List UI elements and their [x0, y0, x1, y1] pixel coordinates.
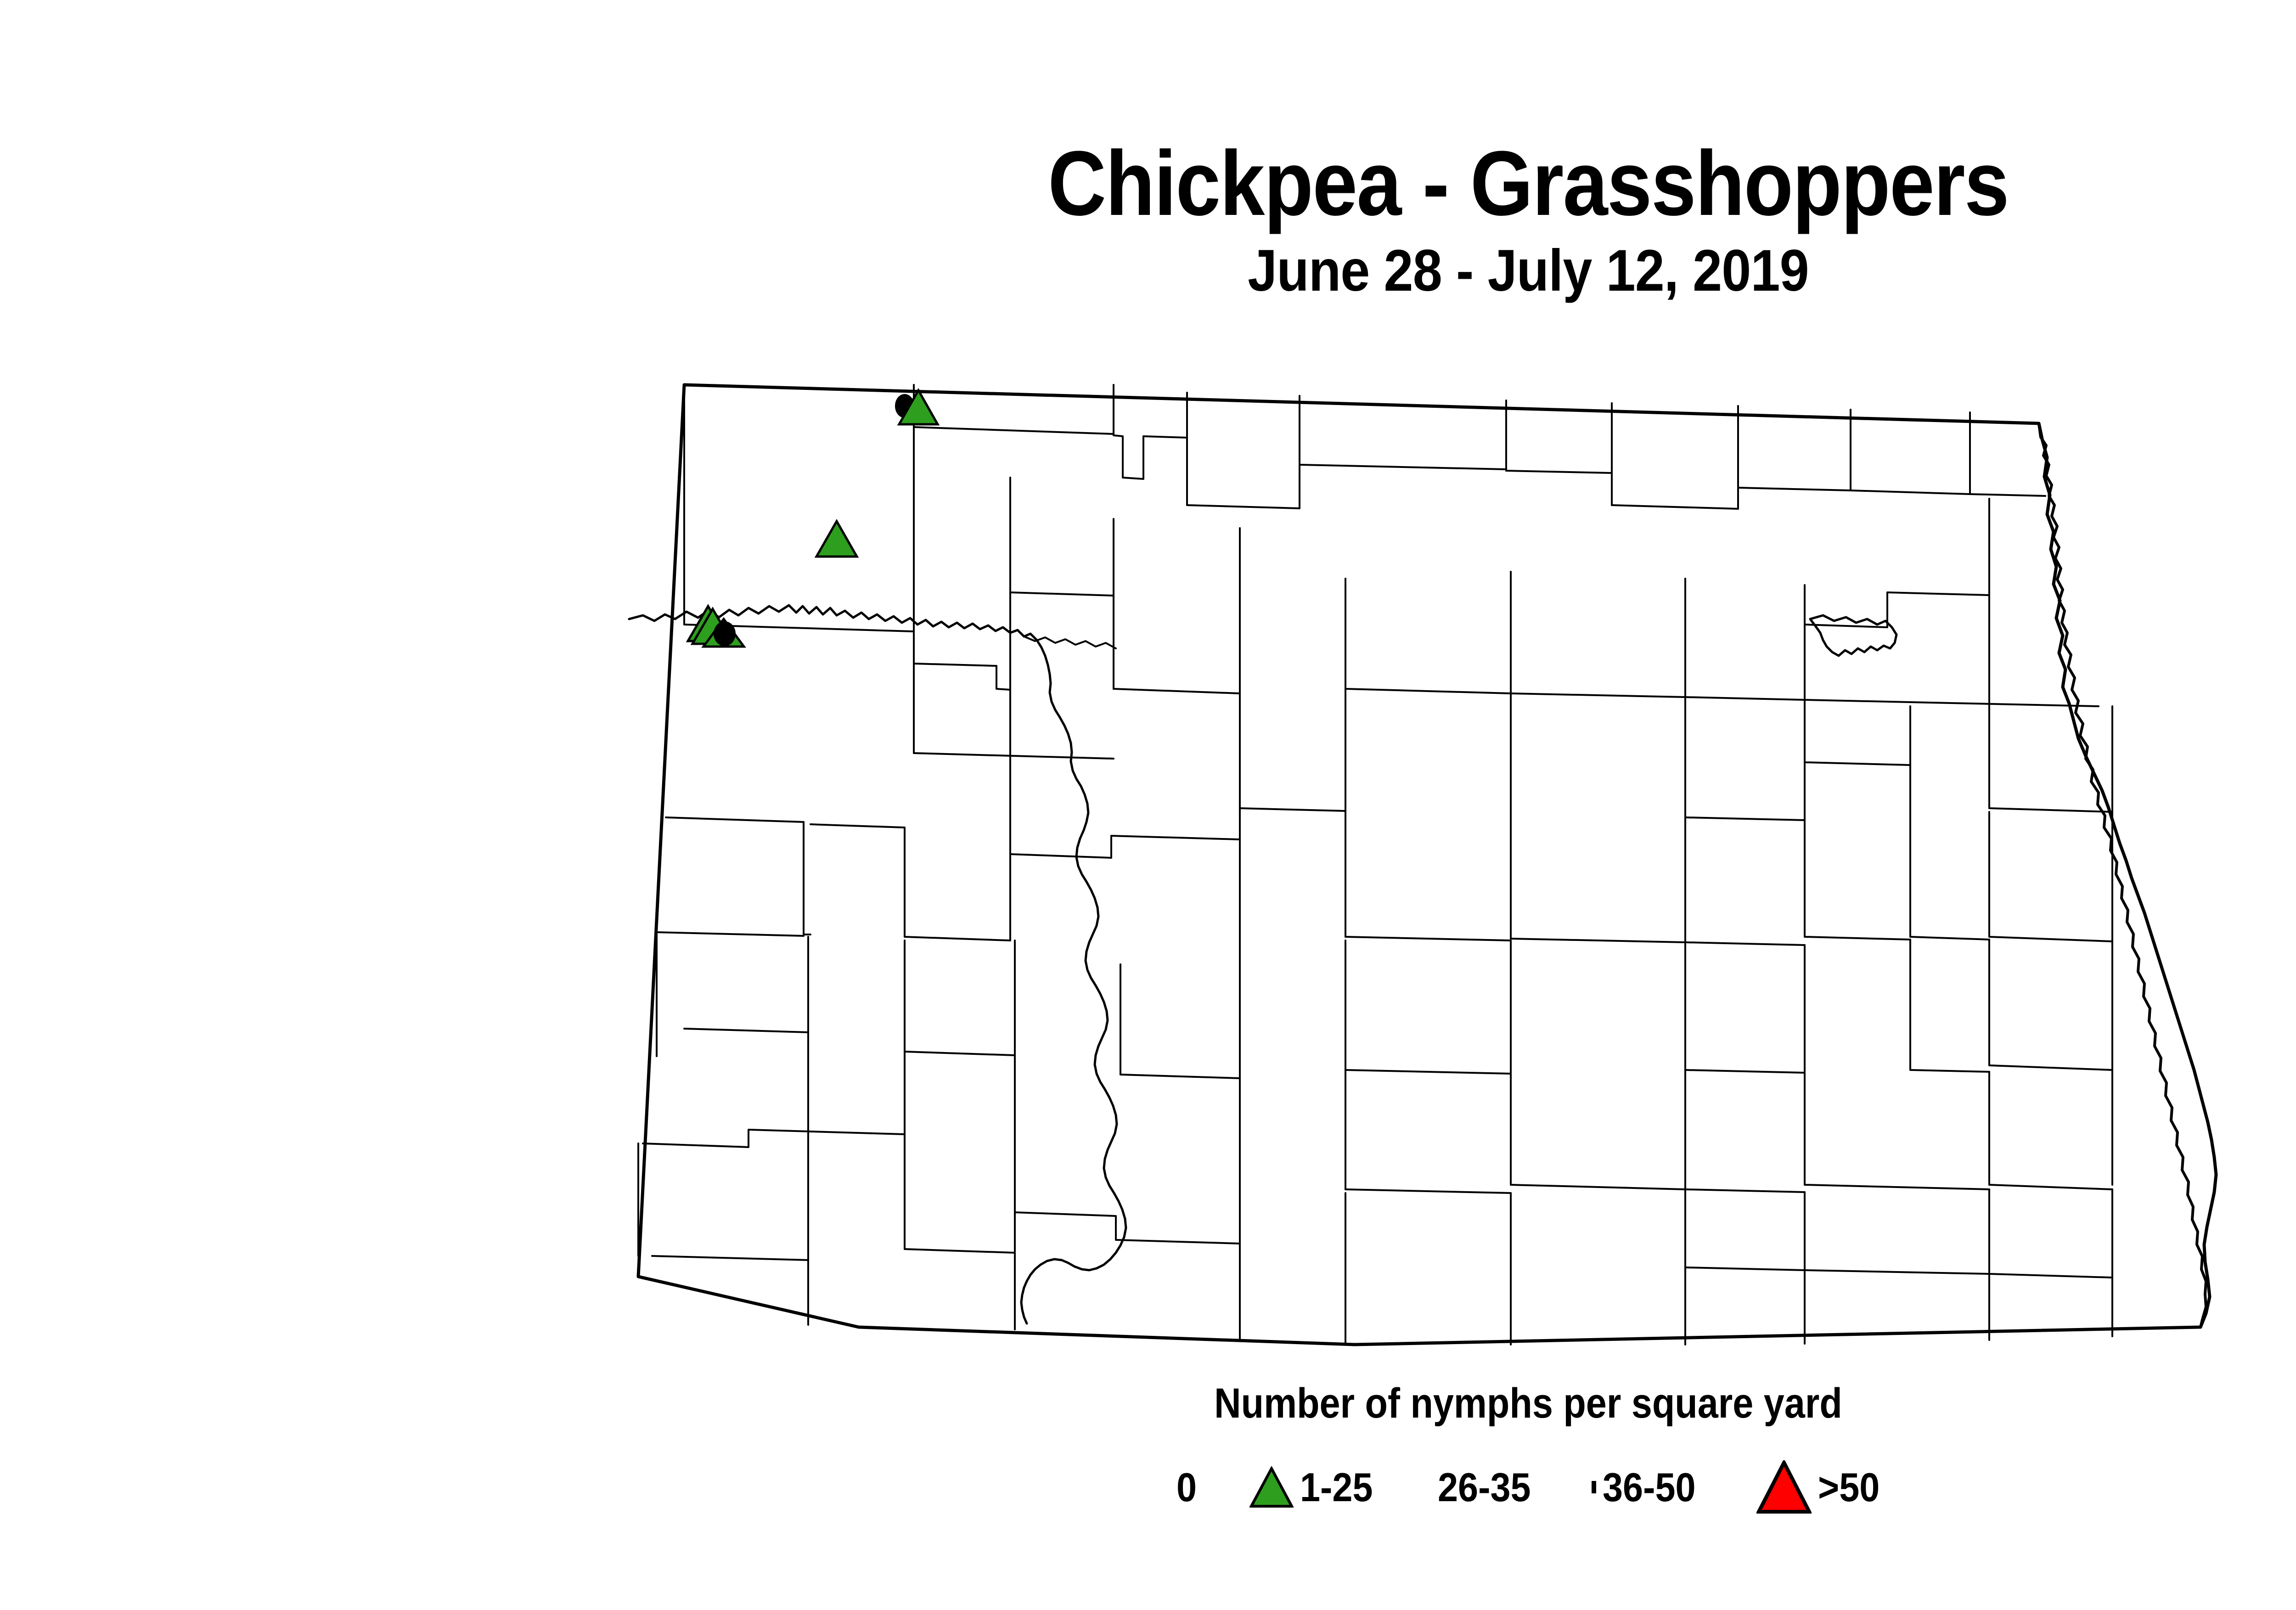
county-line-v18	[1684, 1069, 1806, 1074]
county-line-n18	[1969, 493, 2046, 497]
red-triangle-icon	[1756, 1460, 1812, 1514]
county-line-n8	[1299, 464, 1507, 470]
marker-dot-0	[714, 621, 736, 646]
legend-label: 26-35	[1437, 1464, 1531, 1510]
county-line-x19	[1804, 1184, 1990, 1190]
county-line-s16	[1684, 696, 1806, 701]
county-line-f16	[1909, 936, 1990, 940]
county-line-t7	[1684, 816, 1806, 821]
county-line-x16	[1510, 1184, 1686, 1190]
north-dakota-county-map	[611, 367, 2255, 1368]
missouri-river	[628, 604, 1127, 1325]
county-line-f3	[810, 823, 906, 828]
county-line-f17	[1988, 936, 2113, 942]
county-line-s4	[1009, 591, 1114, 597]
marker-triangle-1-25	[897, 388, 940, 426]
county-line-v23	[1988, 1064, 2113, 1071]
county-line-x18	[1684, 1188, 1806, 1193]
green-triangle-icon	[1249, 1466, 1294, 1509]
county-line-v2	[683, 1028, 809, 1033]
county-line-x1	[642, 1129, 906, 1148]
county-line-n16	[1850, 490, 1971, 495]
legend-item-26-35[interactable]: 26-35	[1431, 1467, 1541, 1508]
page-title: Chickpea - Grasshoppers	[1048, 132, 2009, 235]
data-markers	[686, 388, 940, 648]
county-line-v6	[904, 1051, 1016, 1056]
legend-item-36-50[interactable]: 36-50	[1591, 1464, 1706, 1510]
county-line-s21	[1804, 699, 2099, 707]
red-river-border	[2037, 422, 2207, 1329]
county-line-s14	[1510, 692, 1686, 698]
county-line-s8	[1113, 688, 1241, 694]
county-line-n3	[913, 426, 1114, 435]
county-line-f15	[1804, 936, 1911, 940]
county-line-x9	[904, 1248, 1016, 1254]
lake-sakakawea	[1023, 636, 1117, 649]
county-line-v14	[1345, 1069, 1512, 1075]
county-line-f14	[1684, 941, 1806, 946]
county-line-s12	[1345, 688, 1512, 694]
legend-item-1-25[interactable]: 1-25	[1249, 1466, 1381, 1509]
county-line-x26	[1684, 1267, 1806, 1271]
county-line-f12	[1510, 938, 1686, 943]
legend-label: 1-25	[1300, 1464, 1373, 1510]
legend-label: 0	[1176, 1464, 1197, 1510]
yellow-square-icon	[1591, 1481, 1596, 1493]
county-line-n10	[1505, 470, 1613, 474]
county-line-x15	[1345, 1188, 1512, 1194]
legend-label: >50	[1818, 1464, 1880, 1510]
devils-lake	[1809, 614, 1898, 657]
county-line-s2	[913, 663, 1011, 691]
county-line-n4	[1113, 384, 1188, 480]
legend-item-gt-50[interactable]: >50	[1756, 1460, 1886, 1514]
legend-item-zero[interactable]: 0	[1170, 1467, 1199, 1508]
legend: Number of nymphs per square yard 0 1-25	[0, 1382, 2296, 1514]
county-line-f2	[803, 821, 811, 935]
state-outline	[636, 383, 2218, 1346]
county-line-x5	[651, 1255, 809, 1261]
county-boundaries	[628, 383, 2218, 1346]
county-line-f10	[656, 931, 805, 937]
legend-items: 0 1-25 26-35	[0, 1460, 2296, 1514]
county-line-v10	[1120, 1074, 1241, 1079]
county-line-x10	[1014, 1211, 1241, 1244]
county-line-t9	[1804, 761, 1911, 766]
county-line-n6	[1186, 504, 1300, 509]
county-line-f7	[1009, 835, 1241, 859]
county-line-s18	[1804, 591, 1990, 628]
county-line-v22	[1909, 1069, 1990, 1073]
county-line-t2	[1239, 807, 1346, 812]
county-line-n12	[1611, 504, 1739, 510]
county-line-n2	[683, 384, 915, 632]
county-line-n14	[1737, 487, 1851, 491]
map-svg	[628, 383, 2218, 1346]
county-line-x27	[1804, 1269, 1990, 1275]
legend-label: 36-50	[1602, 1464, 1696, 1510]
date-range-subtitle: June 28 - July 12, 2019	[1248, 238, 1809, 304]
county-line-f1	[665, 816, 805, 823]
county-line-x20	[1988, 1184, 2113, 1190]
county-line-f5	[904, 936, 1011, 941]
county-line-x28	[1988, 1273, 2113, 1278]
county-line-t14	[1988, 807, 2113, 813]
county-line-t1	[913, 752, 1114, 760]
legend-title: Number of nymphs per square yard	[1214, 1380, 1842, 1427]
title-block: Chickpea - Grasshoppers June 28 - July 1…	[0, 138, 2296, 300]
county-line-f11	[1345, 936, 1512, 941]
marker-triangle-1-25	[814, 518, 859, 558]
